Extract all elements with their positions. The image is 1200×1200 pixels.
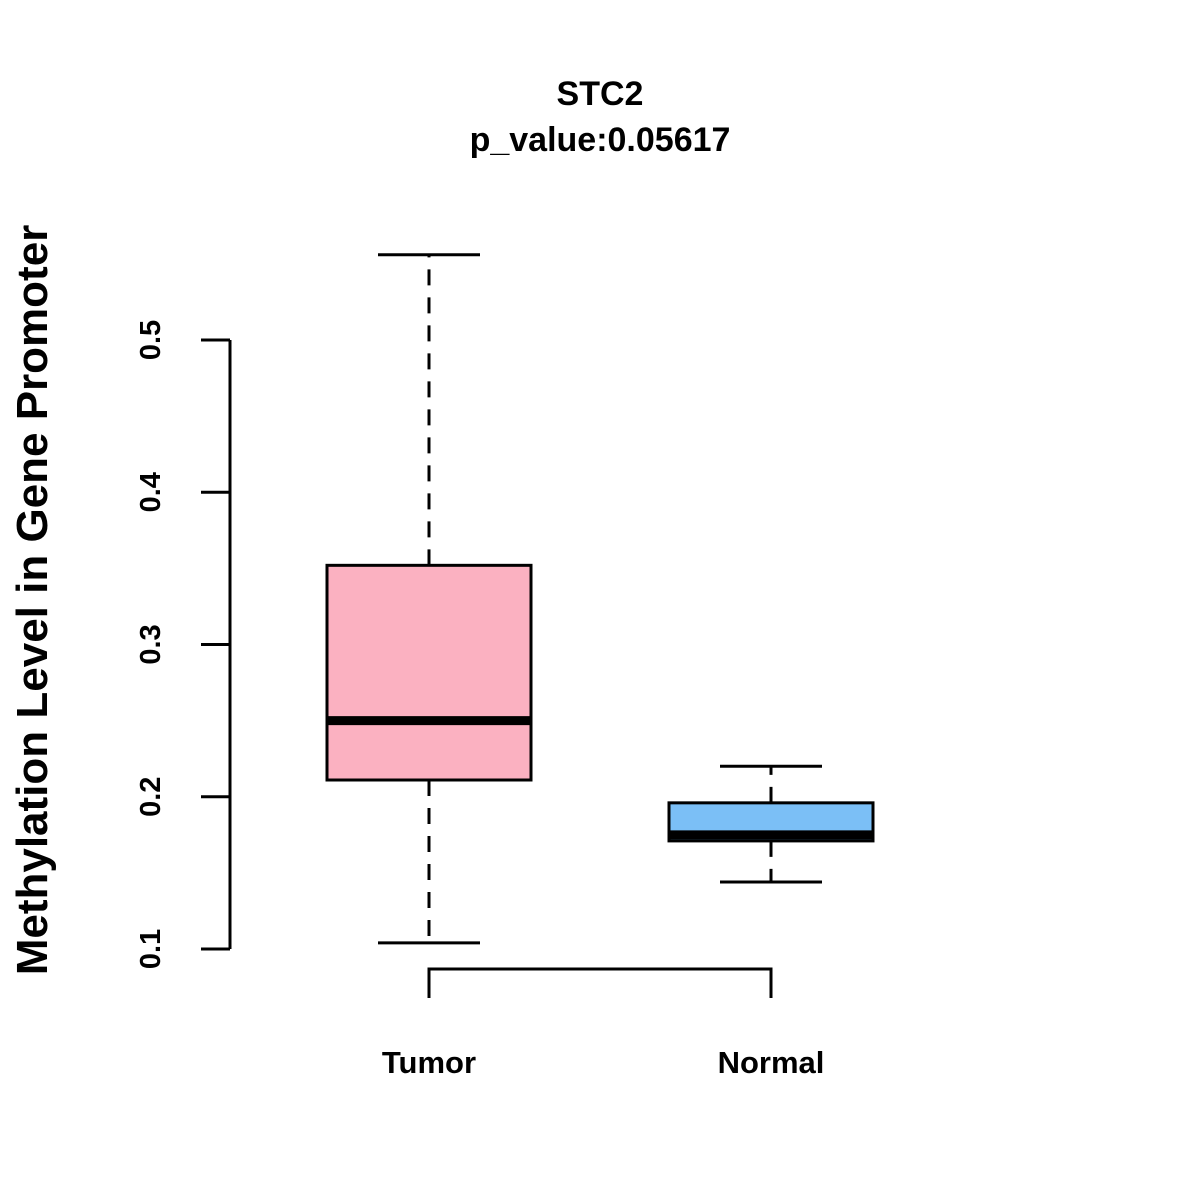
x-axis-labels: Tumor Normal <box>382 1045 824 1080</box>
bracket-line <box>427 967 773 998</box>
y-tick-label: 0.4 <box>135 472 167 512</box>
y-tick-label: 0.1 <box>135 929 167 969</box>
y-axis-label: Methylation Level in Gene Promoter <box>8 225 57 976</box>
chart-subtitle: p_value:0.05617 <box>470 121 731 159</box>
x-category-label: Normal <box>718 1045 825 1080</box>
y-tick-label: 0.3 <box>135 624 167 664</box>
x-category-label: Tumor <box>382 1045 476 1080</box>
plot-area <box>325 253 875 998</box>
box-tumor <box>325 253 533 945</box>
y-axis: 0.1 0.2 0.3 0.4 0.5 <box>135 320 232 969</box>
y-tick-label: 0.2 <box>135 777 167 817</box>
chart-title: STC2 <box>557 75 644 113</box>
iqr-box <box>325 563 533 782</box>
comparison-bracket <box>427 967 773 998</box>
y-tick-label: 0.5 <box>135 320 167 360</box>
box-normal <box>667 764 875 884</box>
